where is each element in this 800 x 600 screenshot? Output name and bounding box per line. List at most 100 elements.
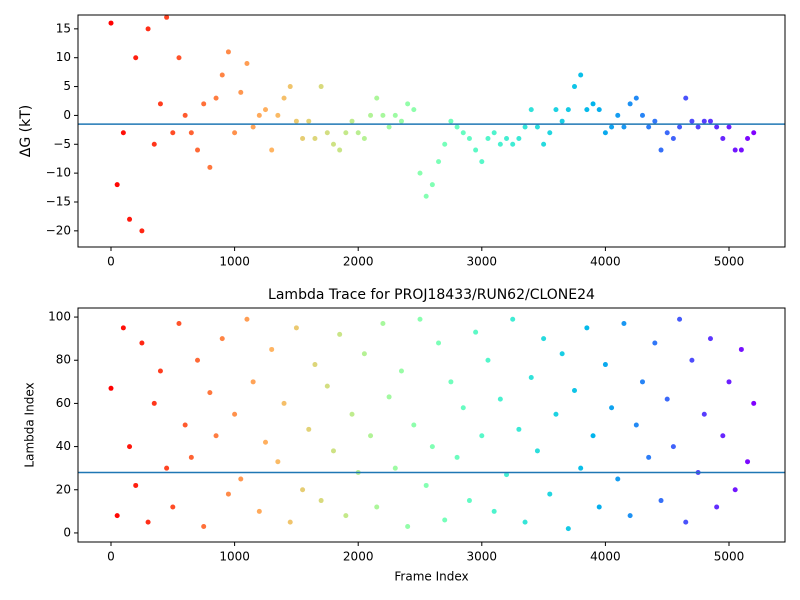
axes-frame [77,14,786,248]
point [559,351,565,357]
point [281,95,287,101]
point [120,325,126,331]
x-tick-label: 5000 [714,255,745,269]
point [269,346,275,352]
y-tick-label: 40 [56,439,71,453]
y-tick-label: 100 [48,310,71,324]
point [281,400,287,406]
x-tick-label: 1000 [219,255,250,269]
point [584,325,590,331]
point [609,405,615,411]
point [374,504,380,510]
point [683,519,689,525]
point [330,141,336,147]
point [670,444,676,450]
point [108,20,114,26]
point [553,107,559,113]
point [164,14,170,20]
y-tick-label: 15 [56,21,71,35]
point [201,523,207,529]
point [195,357,201,363]
point [615,112,621,118]
point [238,89,244,95]
x-tick-label: 4000 [590,255,621,269]
point [553,411,559,417]
point [114,513,120,519]
x-tick-label: 3000 [467,550,498,564]
point [176,55,182,61]
point [238,476,244,482]
point [485,136,491,142]
y-tick-label: 0 [63,525,71,539]
point [436,159,442,165]
point [689,357,695,363]
x-tick-label: 2000 [343,550,374,564]
point [133,55,139,61]
point [646,454,652,460]
point [380,321,386,327]
point [751,400,757,406]
point [479,159,485,165]
point [293,118,299,124]
point [714,124,720,130]
point [355,130,361,136]
point [590,433,596,439]
point [145,26,151,32]
point [207,390,213,396]
point [473,147,479,153]
point [293,325,299,331]
point [578,72,584,78]
point [572,84,578,90]
point [182,112,188,118]
y-tick-label: 20 [56,482,71,496]
point [120,130,126,136]
y-tick-label: −5 [53,137,71,151]
point [263,439,269,445]
point [466,136,472,142]
point [707,336,713,342]
chart-title: Lambda Trace for PROJ18433/RUN62/CLONE24 [268,287,595,303]
point [195,147,201,153]
point [683,95,689,101]
point [541,141,547,147]
x-tick-label: 0 [107,550,115,564]
point [516,426,522,432]
point [572,387,578,393]
point [300,487,306,493]
point [361,351,367,357]
point [423,193,429,199]
point [306,118,312,124]
point [361,136,367,142]
point [263,107,269,113]
point [330,448,336,454]
point [232,411,238,417]
point [578,465,584,471]
point [213,433,219,439]
point [170,130,176,136]
point [596,107,602,113]
point [707,118,713,124]
point [738,346,744,352]
y-tick-label: 5 [63,79,71,93]
point [157,101,163,107]
point [219,336,225,342]
point [497,396,503,402]
point [504,472,510,478]
point [732,147,738,153]
point [584,107,590,113]
point [151,141,157,147]
point [658,147,664,153]
point [639,379,645,385]
point [565,107,571,113]
point [380,112,386,118]
point [349,118,355,124]
point [157,368,163,374]
point [275,459,281,465]
point [176,321,182,327]
x-tick-label: 2000 [343,255,374,269]
point [516,136,522,142]
point [398,118,404,124]
point [225,49,231,55]
point [312,362,318,368]
point [139,228,145,234]
